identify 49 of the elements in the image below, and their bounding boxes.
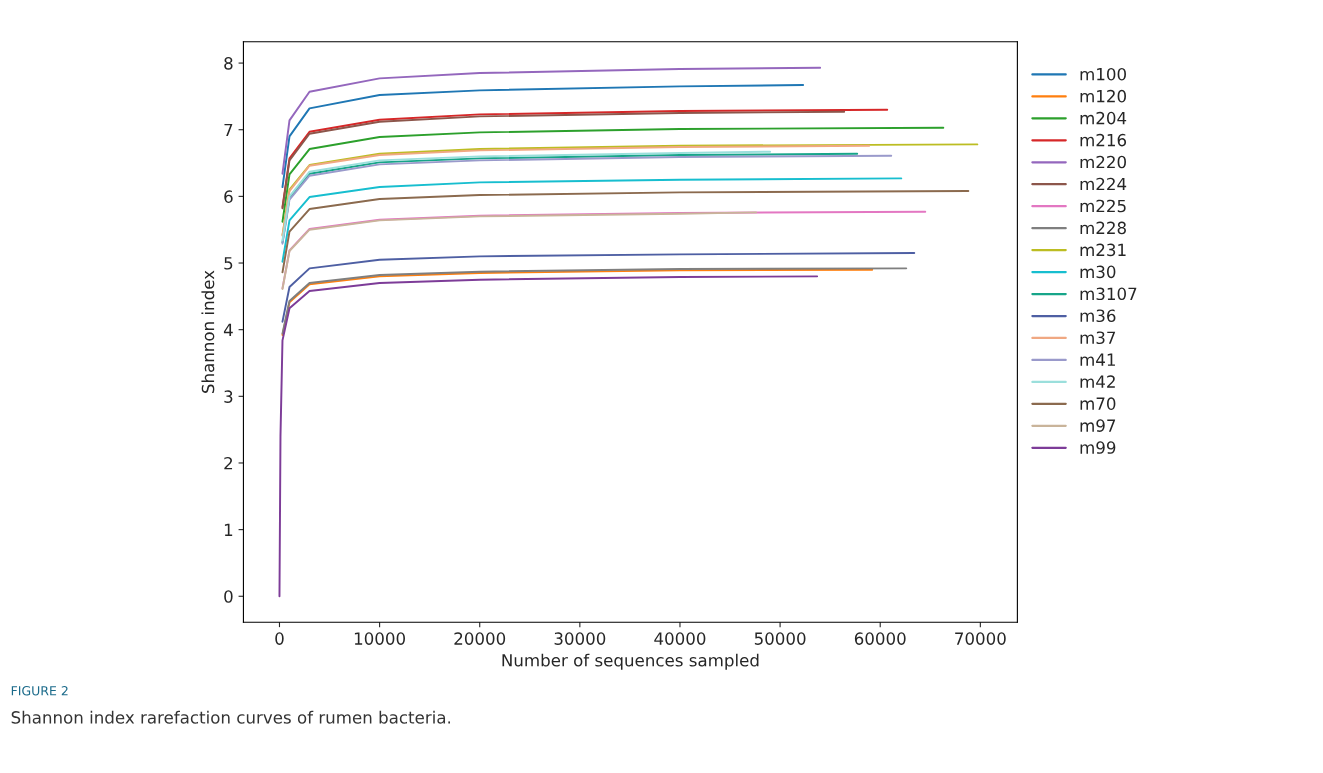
y-axis-title: Shannon index <box>201 270 215 393</box>
legend-label: m231 <box>1080 243 1126 257</box>
legend-label: m100 <box>1080 67 1126 81</box>
y-tick-label: 3 <box>224 390 233 403</box>
x-tick-label: 30000 <box>554 632 606 645</box>
line-series <box>281 126 945 223</box>
line-series <box>278 275 819 598</box>
legend-label: m70 <box>1080 397 1116 410</box>
legend-label: m42 <box>1080 375 1115 388</box>
y-tick-label: 5 <box>224 257 233 270</box>
legend-label: m99 <box>1080 441 1116 454</box>
y-tick-label: 0 <box>224 590 233 603</box>
legend-label: m204 <box>1080 111 1127 125</box>
line-series <box>281 84 805 189</box>
x-tick-label: 20000 <box>454 632 506 645</box>
line-series <box>281 211 758 290</box>
legend-label: m225 <box>1080 199 1126 213</box>
line-series <box>281 66 822 175</box>
x-axis-title: Number of sequences sampled <box>502 653 759 670</box>
y-tick-label: 1 <box>224 523 233 536</box>
legend-label: m224 <box>1080 177 1127 191</box>
y-tick-label: 7 <box>224 123 233 137</box>
legend-label: m41 <box>1080 353 1115 366</box>
legend-label: m30 <box>1080 265 1116 279</box>
legend-label: m228 <box>1080 221 1126 235</box>
x-tick-label: 70000 <box>955 632 1006 645</box>
x-tick-label: 0 <box>275 632 284 645</box>
x-tick-label: 40000 <box>654 632 706 645</box>
y-tick-label: 8 <box>224 57 233 70</box>
x-tick-label: 60000 <box>854 632 906 645</box>
x-tick-label: 10000 <box>354 632 405 645</box>
legend-label: m220 <box>1080 155 1126 169</box>
line-series <box>281 150 772 242</box>
y-tick-label: 2 <box>224 456 233 470</box>
y-tick-label: 6 <box>224 190 233 203</box>
caption: FIGURE 2 <box>11 686 68 696</box>
legend-label: m36 <box>1080 309 1116 323</box>
y-tick-label: 4 <box>223 323 233 336</box>
legend-label: m216 <box>1080 133 1127 147</box>
legend-label: m3107 <box>1080 287 1137 301</box>
line-series <box>281 177 903 263</box>
legend-label: m37 <box>1080 331 1116 345</box>
line-series <box>281 252 916 323</box>
x-tick-label: 50000 <box>754 632 806 645</box>
line-series <box>281 190 970 274</box>
legend-label: m120 <box>1080 89 1126 103</box>
line-series <box>281 144 871 237</box>
legend-label: m97 <box>1080 419 1116 432</box>
text: Shannon index rarefaction curves of rumen bacteria. <box>11 710 451 724</box>
